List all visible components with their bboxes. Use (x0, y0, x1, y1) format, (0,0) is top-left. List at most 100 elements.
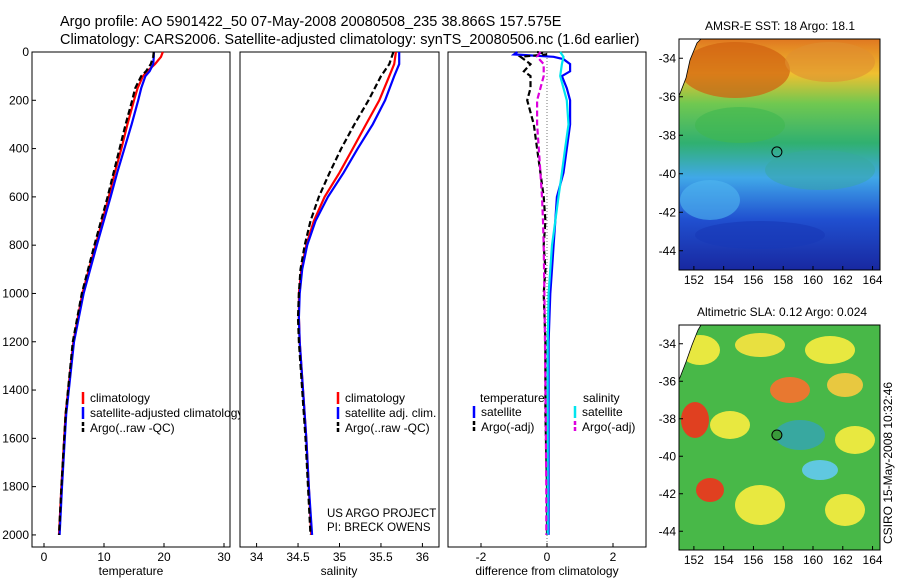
legend-sal-argo: Argo(-adj) (582, 420, 635, 434)
difference-panel: -2 0 2 difference from climatology tempera… (447, 50, 647, 578)
series-line-argo-raw-qc (296, 51, 395, 535)
difference-lines (510, 50, 572, 535)
lat-tick-label: -42 (659, 205, 677, 219)
y-tick-label: 200 (9, 93, 29, 107)
series-line-satellite-adj-clim (297, 52, 401, 535)
sla-axes (678, 324, 881, 551)
sst-axes (678, 38, 881, 271)
x-tick-label: 34 (250, 550, 264, 564)
lat-tick-label: -44 (659, 244, 677, 258)
y-tick-label: 1600 (2, 431, 29, 445)
lon-tick-label: 156 (743, 553, 763, 567)
temperature-xlabel: temperature (99, 564, 164, 578)
sst-features (680, 42, 875, 249)
lon-tick-label: 152 (684, 553, 704, 567)
salinity-lines (296, 51, 401, 535)
lon-tick-label: 160 (803, 553, 823, 567)
legend-argo: Argo(..raw -QC) (90, 421, 175, 435)
lat-tick-label: -44 (659, 524, 677, 538)
lat-tick-label: -34 (659, 337, 677, 351)
lat-tick-label: -36 (659, 374, 677, 388)
lon-tick-label: 154 (714, 553, 734, 567)
argo-location-marker (771, 146, 783, 158)
y-tick-label: 800 (9, 238, 29, 252)
lon-tick-label: 162 (833, 273, 853, 287)
lon-tick-label: 162 (833, 553, 853, 567)
side-label: CSIRO 15-May-2008 10:32:46 (881, 382, 895, 544)
y-tick-label: 2000 (2, 528, 29, 542)
legend-sal-sat: satellite (582, 405, 623, 419)
series-line-salinity-satellite (546, 51, 570, 535)
series-line-argo-raw-qc (57, 51, 155, 535)
sst-map-panel: AMSR-E SST: 18 Argo: 18.1 152 154 156 158 16… (659, 19, 883, 287)
x-tick-label: 10 (97, 550, 111, 564)
lat-tick-label: -42 (659, 487, 677, 501)
x-tick-label: 2 (610, 550, 617, 564)
lat-tick-label: -40 (659, 449, 677, 463)
coastline-edge (678, 38, 702, 97)
series-line-temperature-satellite (510, 51, 572, 535)
sla-map-title: Altimetric SLA: 0.12 Argo: 0.024 (697, 305, 867, 319)
difference-xlabel: difference from climatology (475, 564, 618, 578)
y-tick-label: 600 (9, 190, 29, 204)
legend-climatology: climatology (345, 391, 405, 405)
difference-ticks: -2 0 2 (476, 543, 617, 564)
legend-temp-sat: satellite (481, 405, 522, 419)
y-tick-label: 1200 (2, 335, 29, 349)
lat-tick-label: -38 (659, 128, 677, 142)
lat-tick-label: -34 (659, 51, 677, 65)
sla-map-panel: Altimetric SLA: 0.12 Argo: 0.024 152 154 1… (659, 305, 883, 567)
x-tick-label: 30 (217, 550, 231, 564)
lon-tick-label: 164 (863, 273, 883, 287)
legend-title-salinity: salinity (583, 391, 620, 405)
y-tick-label: 400 (9, 142, 29, 156)
coastline-edge (678, 324, 702, 381)
legend-title-temperature: temperature (480, 391, 545, 405)
salinity-axes (239, 51, 440, 548)
lon-tick-label: 164 (863, 553, 883, 567)
temperature-axes (31, 51, 231, 548)
x-tick-label: 35.5 (369, 550, 393, 564)
temperature-lines (57, 51, 164, 535)
header-line-1: Argo profile: AO 5901422_50 07-May-2008 … (60, 14, 562, 30)
legend-satellite: satellite adj. clim. (345, 406, 436, 420)
temperature-ticks: 0 10 20 30 0 200 400 600 800 1000 1200 1400 1600 1800… (2, 45, 231, 564)
y-tick-label: 1000 (2, 286, 29, 300)
x-tick-label: 36 (416, 550, 430, 564)
lon-tick-label: 158 (773, 553, 793, 567)
sst-map-ticks: 152 154 156 158 160 162 164 -34 -36 -38 -40 -42 -44 (659, 51, 883, 287)
lat-tick-label: -38 (659, 412, 677, 426)
x-tick-label: 0 (41, 550, 48, 564)
salinity-legend: climatology satellite adj. clim. Argo(..… (336, 391, 436, 435)
series-line-salinity-argo-adj (535, 51, 548, 535)
lon-tick-label: 156 (743, 273, 763, 287)
lon-tick-label: 152 (684, 273, 704, 287)
lon-tick-label: 158 (773, 273, 793, 287)
salinity-ticks: 34 34.5 35 35.5 36 (250, 543, 430, 564)
header-line-2: Climatology: CARS2006. Satellite-adjuste… (60, 32, 640, 48)
salinity-panel: 34 34.5 35 35.5 36 salinity climatology sate… (239, 51, 440, 578)
y-tick-label: 1800 (2, 480, 29, 494)
sst-map-title: AMSR-E SST: 18 Argo: 18.1 (705, 19, 855, 33)
legend-temp-argo: Argo(-adj) (481, 420, 534, 434)
x-tick-label: 0 (544, 550, 551, 564)
y-tick-label: 0 (22, 45, 29, 59)
x-tick-label: -2 (476, 550, 487, 564)
lon-tick-label: 160 (803, 273, 823, 287)
legend-argo: Argo(..raw -QC) (345, 421, 430, 435)
sla-features (680, 333, 875, 526)
credit-line-2: PI: BRECK OWENS (327, 522, 431, 534)
lat-tick-label: -36 (659, 90, 677, 104)
lon-tick-label: 154 (714, 273, 734, 287)
y-tick-label: 1400 (2, 383, 29, 397)
sla-map-ticks: 152 154 156 158 160 162 164 -34 -36 -38 -40 -42 -44 (659, 337, 883, 567)
coastline (679, 325, 701, 380)
credit-line-1: US ARGO PROJECT (327, 508, 436, 520)
lat-tick-label: -40 (659, 167, 677, 181)
salinity-xlabel: salinity (321, 564, 358, 578)
legend-satellite: satellite-adjusted climatology (90, 406, 243, 420)
temperature-panel: 0 10 20 30 0 200 400 600 800 1000 1200 1400 1600 1800… (2, 45, 243, 578)
difference-legend: temperature salinity satellite Argo(-adj… (472, 391, 635, 434)
temperature-legend: climatology satellite-adjusted climatolo… (81, 391, 243, 435)
